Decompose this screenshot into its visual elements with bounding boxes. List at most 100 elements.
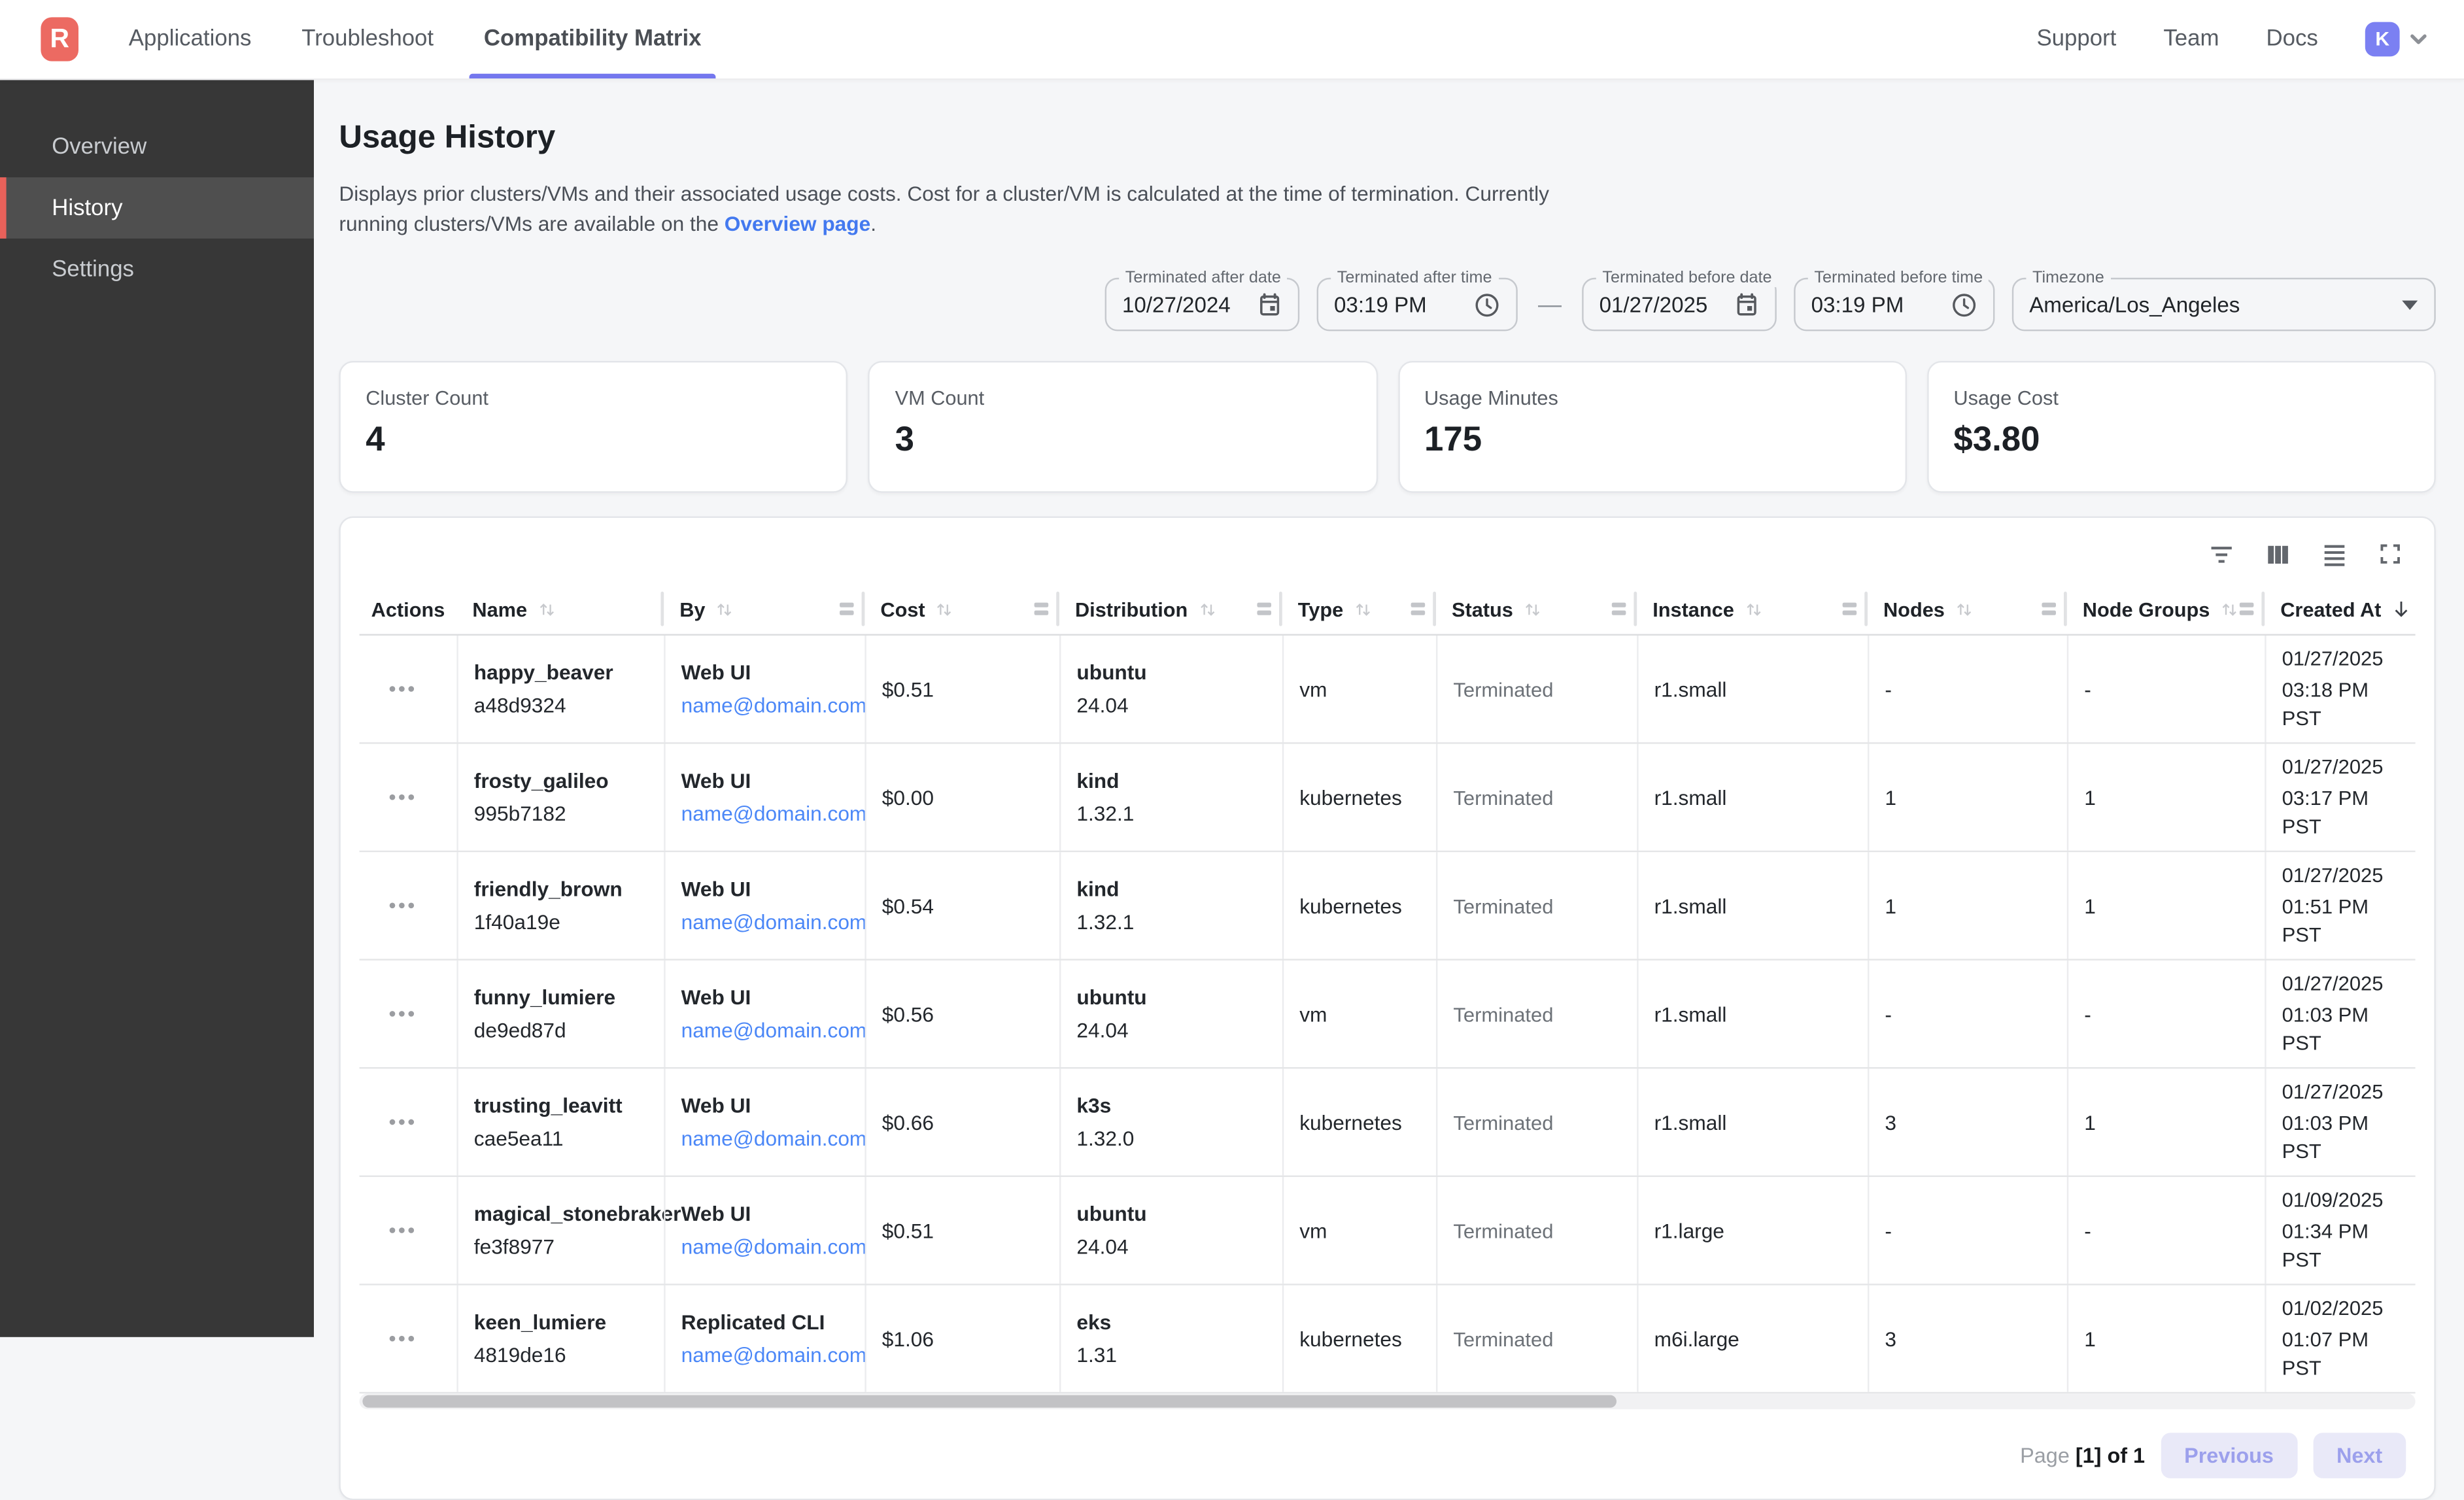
calendar-icon[interactable] (1734, 292, 1759, 316)
column-header-type[interactable]: Type (1282, 584, 1436, 634)
status-value: Terminated (1453, 1002, 1554, 1026)
sort-icon[interactable] (1353, 599, 1373, 619)
created-time: 03:17 PM PST (2282, 786, 2369, 838)
tab-applications[interactable]: Applications (128, 26, 252, 52)
sort-icon[interactable] (536, 599, 556, 619)
table-header-row: Actions Name By Cost Distribution Type Status I… (359, 584, 2416, 636)
column-header-cost[interactable]: Cost (864, 584, 1060, 634)
sidebar-item-history[interactable]: History (0, 177, 315, 239)
chevron-down-icon[interactable] (2408, 28, 2430, 50)
row-actions-button[interactable] (381, 786, 422, 808)
column-header-node_groups[interactable]: Node Groups (2067, 584, 2265, 634)
filter-value[interactable]: 03:19 PM (1811, 292, 1904, 316)
created-by-email-link[interactable]: name@domain.com (681, 1343, 867, 1367)
cost-value: $0.56 (881, 1002, 934, 1026)
filter-terminated-after-date[interactable]: Terminated after date 10/27/2024 (1104, 268, 1300, 332)
cell-created-at: 01/27/2025 03:17 PM PST (2265, 743, 2415, 851)
column-resize-handle-icon[interactable] (840, 602, 854, 615)
column-header-distribution[interactable]: Distribution (1059, 584, 1282, 634)
filter-terminated-before-time[interactable]: Terminated before time 03:19 PM (1794, 268, 1995, 332)
column-header-by[interactable]: By (664, 584, 865, 634)
usage-table-card: Actions Name By Cost Distribution Type Status I… (339, 516, 2436, 1500)
sort-icon[interactable] (1197, 599, 1218, 619)
cell-distribution: eks 1.31 (1059, 1285, 1282, 1392)
scrollbar-thumb[interactable] (362, 1395, 1617, 1408)
node-groups-value: 1 (2084, 1110, 2096, 1134)
horizontal-scrollbar[interactable] (359, 1393, 2416, 1410)
nav-link-docs[interactable]: Docs (2266, 26, 2318, 52)
nav-links: Support Team Docs (2036, 27, 2318, 52)
created-by-email-link[interactable]: name@domain.com (681, 693, 867, 717)
column-header-nodes[interactable]: Nodes (1868, 584, 2067, 634)
cell-actions (360, 1068, 457, 1175)
created-by-email-link[interactable]: name@domain.com (681, 1127, 867, 1151)
sort-icon[interactable] (1743, 599, 1764, 619)
filter-label: Timezone (2026, 268, 2111, 288)
nav-link-team[interactable]: Team (2163, 26, 2219, 52)
column-header-name[interactable]: Name (456, 584, 664, 634)
filter-terminated-before-date[interactable]: Terminated before date 01/27/2025 (1582, 268, 1779, 332)
nav-link-support[interactable]: Support (2036, 26, 2117, 52)
column-header-instance[interactable]: Instance (1637, 584, 1868, 634)
density-button[interactable] (2321, 541, 2348, 568)
filter-button[interactable] (2208, 541, 2235, 568)
row-actions-button[interactable] (381, 1219, 422, 1242)
dots-icon (388, 1334, 416, 1343)
column-resize-handle-icon[interactable] (1611, 602, 1626, 615)
clock-icon[interactable] (1474, 291, 1501, 318)
nodes-value: - (1885, 1002, 1892, 1026)
created-by-source: Web UI (681, 660, 751, 685)
sidebar-item-settings[interactable]: Settings (52, 256, 134, 282)
column-resize-handle-icon[interactable] (1411, 602, 1426, 615)
created-by-email-link[interactable]: name@domain.com (681, 1235, 867, 1259)
row-actions-button[interactable] (381, 678, 422, 700)
account-menu[interactable]: K (2365, 22, 2429, 57)
stat-value: 3 (895, 418, 914, 458)
cell-instance: r1.small (1637, 636, 1868, 743)
created-by-source: Replicated CLI (681, 1310, 825, 1335)
previous-page-button[interactable]: Previous (2161, 1433, 2297, 1478)
filter-value[interactable]: America/Los_Angeles (2029, 292, 2240, 316)
sort-icon[interactable] (1954, 599, 1974, 619)
sort-icon[interactable] (934, 599, 955, 619)
sort-icon[interactable] (2219, 599, 2240, 619)
column-resize-handle-icon[interactable] (2042, 602, 2057, 615)
distribution-name: kind (1076, 877, 1120, 901)
column-header-status[interactable]: Status (1436, 584, 1637, 634)
filter-value[interactable]: 01/27/2025 (1599, 292, 1708, 316)
column-resize-handle-icon[interactable] (2239, 602, 2254, 615)
tab-troubleshoot[interactable]: Troubleshoot (301, 26, 434, 52)
sidebar-item-overview[interactable]: Overview (52, 134, 147, 160)
table-row: magical_stonebraker fe3f8977 Web UI name@do… (359, 1177, 2416, 1286)
caret-down-icon[interactable] (2401, 299, 2418, 310)
created-by-email-link[interactable]: name@domain.com (681, 802, 867, 826)
sort-icon[interactable] (1522, 599, 1543, 619)
row-actions-button[interactable] (381, 895, 422, 917)
column-resize-handle-icon[interactable] (1257, 602, 1272, 615)
fullscreen-button[interactable] (2378, 541, 2403, 566)
replicated-logo-icon[interactable]: R (41, 17, 79, 61)
filter-value[interactable]: 03:19 PM (1334, 292, 1427, 316)
filter-timezone[interactable]: Timezone America/Los_Angeles (2011, 268, 2436, 332)
calendar-icon[interactable] (1257, 292, 1282, 316)
created-by-email-link[interactable]: name@domain.com (681, 910, 867, 934)
filter-terminated-after-time[interactable]: Terminated after time 03:19 PM (1316, 268, 1518, 332)
created-by-email-link[interactable]: name@domain.com (681, 1018, 867, 1042)
avatar[interactable]: K (2365, 22, 2400, 57)
sort-desc-icon[interactable] (2391, 598, 2413, 620)
column-resize-handle-icon[interactable] (1842, 602, 1857, 615)
row-actions-button[interactable] (381, 1111, 422, 1133)
tab-compatibility-matrix[interactable]: Compatibility Matrix (470, 0, 715, 79)
columns-button[interactable] (2265, 541, 2291, 568)
overview-page-link[interactable]: Overview page (724, 212, 871, 235)
sort-icon[interactable] (715, 599, 735, 619)
next-page-button[interactable]: Next (2312, 1433, 2406, 1478)
main-content: Usage History Displays prior clusters/VM… (314, 78, 2464, 1500)
row-actions-button[interactable] (381, 1327, 422, 1350)
clock-icon[interactable] (1951, 291, 1977, 318)
cell-node-groups: - (2066, 1177, 2265, 1284)
filter-value[interactable]: 10/27/2024 (1122, 292, 1231, 316)
row-actions-button[interactable] (381, 1003, 422, 1025)
column-resize-handle-icon[interactable] (1034, 602, 1049, 615)
column-header-created[interactable]: Created At (2265, 584, 2415, 634)
